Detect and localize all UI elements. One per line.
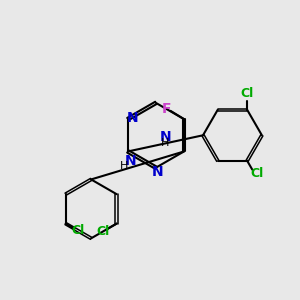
Text: Cl: Cl — [241, 87, 254, 100]
Text: Cl: Cl — [251, 167, 264, 180]
Text: F: F — [161, 102, 171, 116]
Text: N: N — [160, 130, 171, 144]
Text: Cl: Cl — [96, 225, 109, 238]
Text: N: N — [152, 165, 163, 179]
Text: H: H — [120, 161, 128, 171]
Text: Cl: Cl — [72, 224, 85, 238]
Text: N: N — [126, 111, 138, 124]
Text: H: H — [161, 138, 170, 148]
Text: N: N — [124, 154, 136, 168]
